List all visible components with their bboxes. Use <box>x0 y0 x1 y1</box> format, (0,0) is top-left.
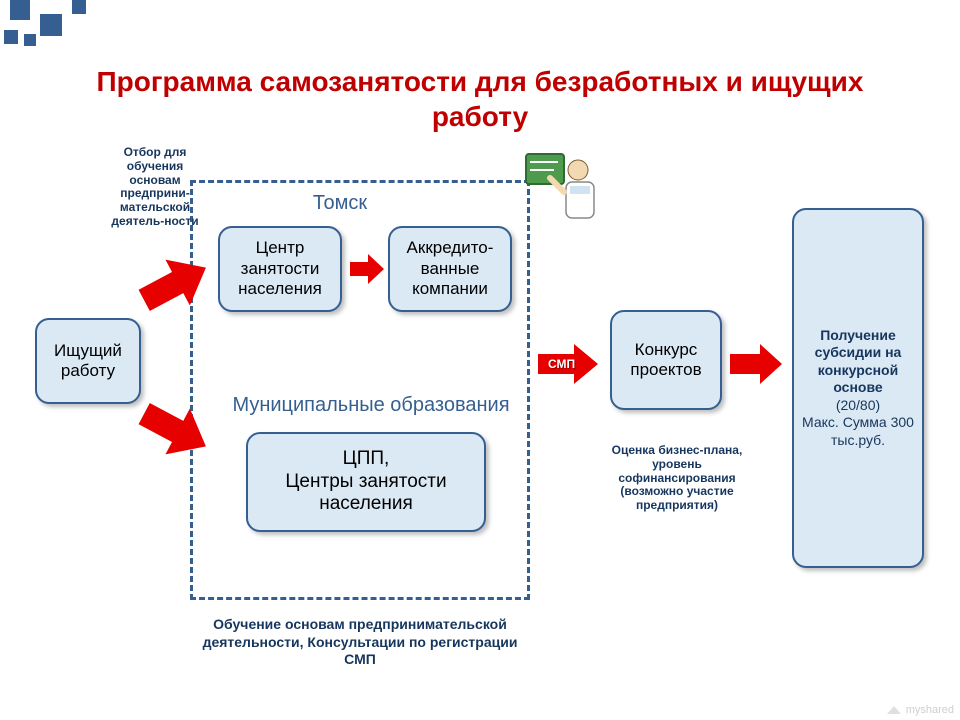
arrow-to-subsidy <box>730 344 782 384</box>
box-subsidy: Получение субсидии на конкурсной основе … <box>792 208 924 568</box>
box-accredited-label: Аккредито-ванные компании <box>398 238 502 299</box>
watermark: myshared <box>885 704 954 716</box>
note-selection: Отбор для обучения основам предприни-мат… <box>100 146 210 229</box>
watermark-text: myshared <box>906 704 954 716</box>
box-seeker-label: Ищущий работу <box>45 341 131 382</box>
box-competition-label: Конкурс проектов <box>620 340 712 381</box>
box-seeker: Ищущий работу <box>35 318 141 404</box>
subsidy-sub-label: (20/80) Макс. Сумма 300 тыс.руб. <box>802 397 914 448</box>
box-employment-label: Центр занятости населения <box>228 238 332 299</box>
box-competition: Конкурс проектов <box>610 310 722 410</box>
label-tomsk: Томск <box>280 192 400 215</box>
smp-label: СМП <box>548 357 575 371</box>
box-cpp-label: ЦПП, Центры занятости населения <box>256 448 476 516</box>
box-accredited: Аккредито-ванные компании <box>388 226 512 312</box>
label-municipal: Муниципальные образования <box>226 394 516 417</box>
subsidy-main-label: Получение субсидии на конкурсной основе <box>815 327 902 396</box>
note-evaluation: Оценка бизнес-плана, уровень софинансиро… <box>602 444 752 513</box>
arrow-center-to-accredited <box>350 254 384 284</box>
person-clipart-icon <box>520 148 602 230</box>
note-bottom: Обучение основам предпринимательской дея… <box>198 616 522 669</box>
box-employment-center: Центр занятости населения <box>218 226 342 312</box>
box-cpp: ЦПП, Центры занятости населения <box>246 432 486 532</box>
page-title: Программа самозанятости для безработных … <box>80 64 880 134</box>
